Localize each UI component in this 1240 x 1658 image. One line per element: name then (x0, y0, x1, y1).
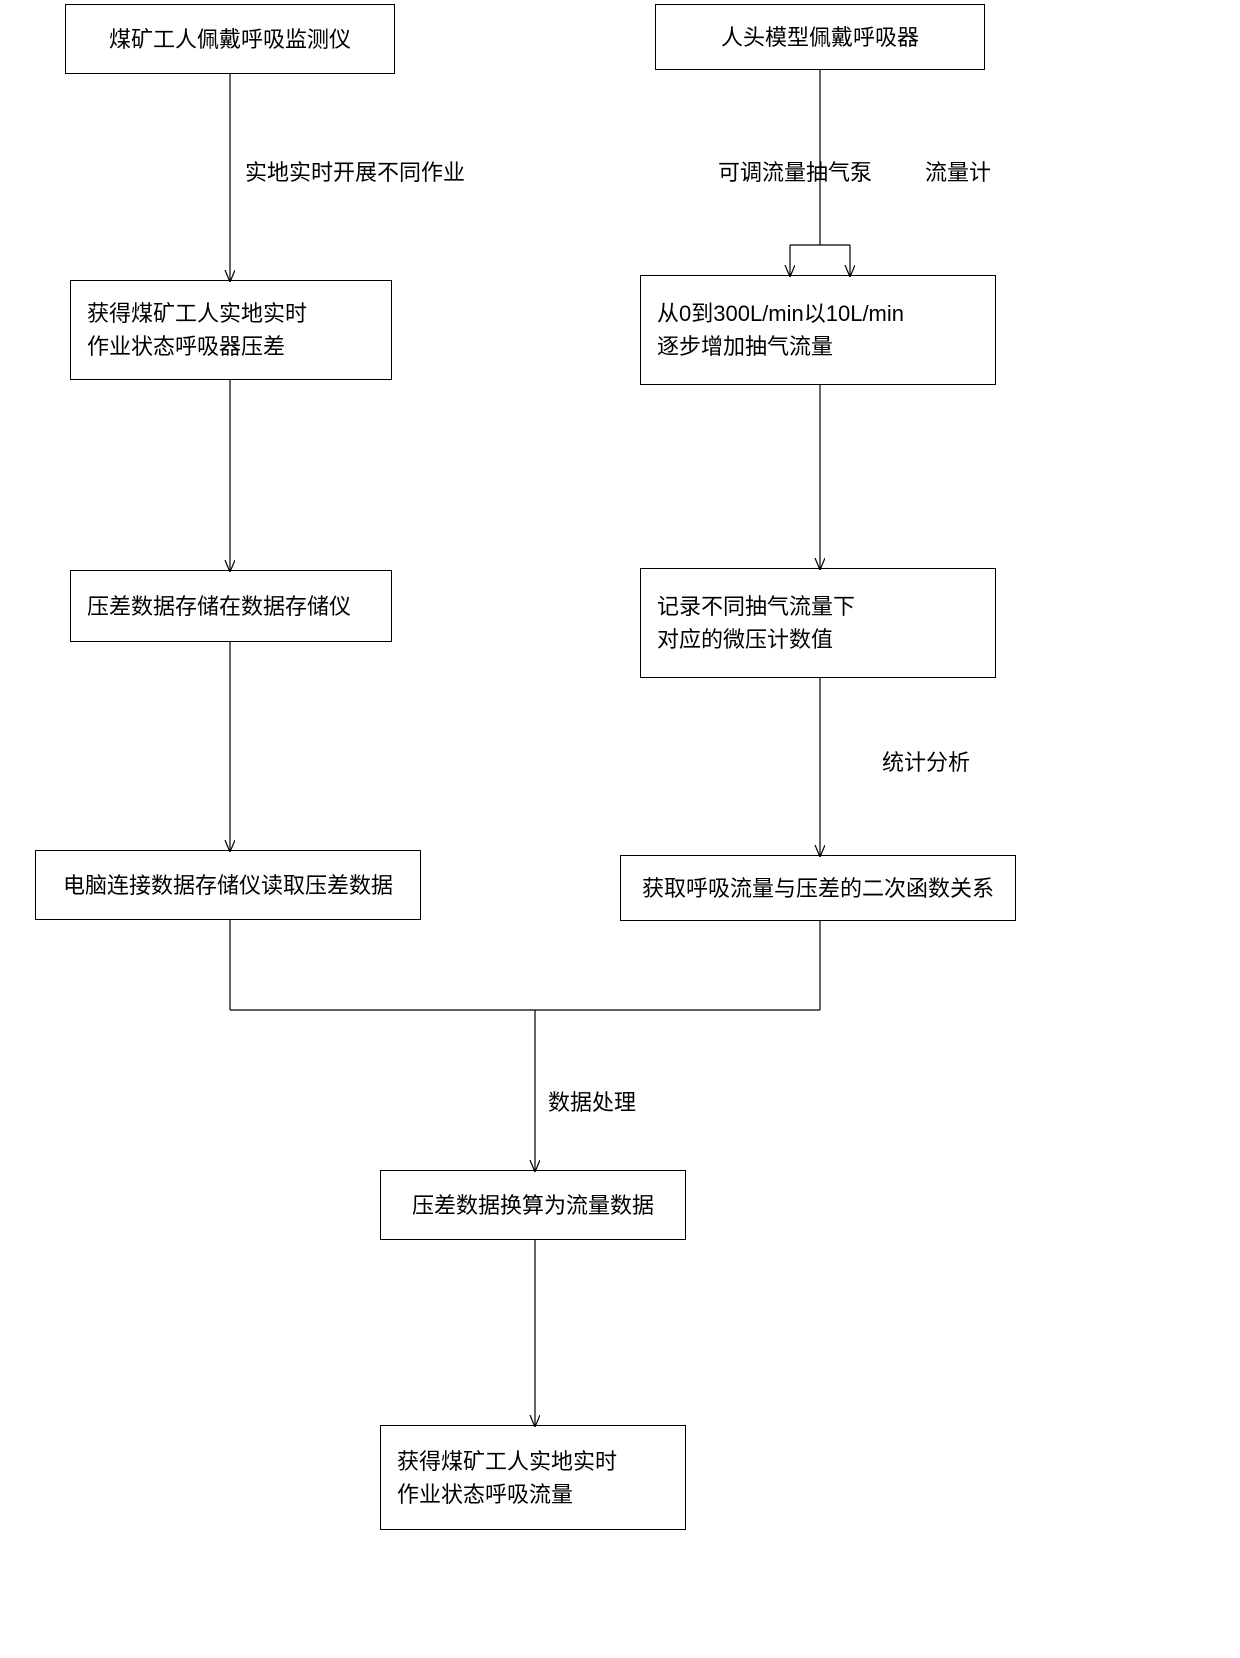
edge-label-merge: 数据处理 (548, 1085, 636, 1117)
edge-label-r1b: 流量计 (925, 155, 991, 187)
arrows-layer (0, 0, 1240, 1658)
node-text: 煤矿工人佩戴呼吸监测仪 (109, 23, 351, 56)
node-text: 从0到300L/min以10L/min 逐步增加抽气流量 (657, 297, 904, 363)
node-l3: 压差数据存储在数据存储仪 (70, 570, 392, 642)
node-text: 获取呼吸流量与压差的二次函数关系 (642, 872, 994, 905)
node-l4: 电脑连接数据存储仪读取压差数据 (35, 850, 421, 920)
edge-label-r3-r4: 统计分析 (882, 745, 970, 777)
node-r2: 从0到300L/min以10L/min 逐步增加抽气流量 (640, 275, 996, 385)
node-text: 压差数据换算为流量数据 (412, 1189, 654, 1222)
node-text: 压差数据存储在数据存储仪 (87, 590, 351, 623)
node-text: 人头模型佩戴呼吸器 (721, 21, 919, 54)
node-text: 电脑连接数据存储仪读取压差数据 (63, 869, 393, 902)
node-r4: 获取呼吸流量与压差的二次函数关系 (620, 855, 1016, 921)
node-text: 记录不同抽气流量下 对应的微压计数值 (657, 590, 855, 656)
node-r3: 记录不同抽气流量下 对应的微压计数值 (640, 568, 996, 678)
node-text: 获得煤矿工人实地实时 作业状态呼吸器压差 (87, 297, 307, 363)
edge-label-l1-l2: 实地实时开展不同作业 (245, 155, 465, 187)
node-text: 获得煤矿工人实地实时 作业状态呼吸流量 (397, 1445, 617, 1511)
node-m1: 压差数据换算为流量数据 (380, 1170, 686, 1240)
node-r1: 人头模型佩戴呼吸器 (655, 4, 985, 70)
node-l1: 煤矿工人佩戴呼吸监测仪 (65, 4, 395, 74)
edge-label-r1a: 可调流量抽气泵 (718, 155, 872, 187)
node-m2: 获得煤矿工人实地实时 作业状态呼吸流量 (380, 1425, 686, 1530)
node-l2: 获得煤矿工人实地实时 作业状态呼吸器压差 (70, 280, 392, 380)
